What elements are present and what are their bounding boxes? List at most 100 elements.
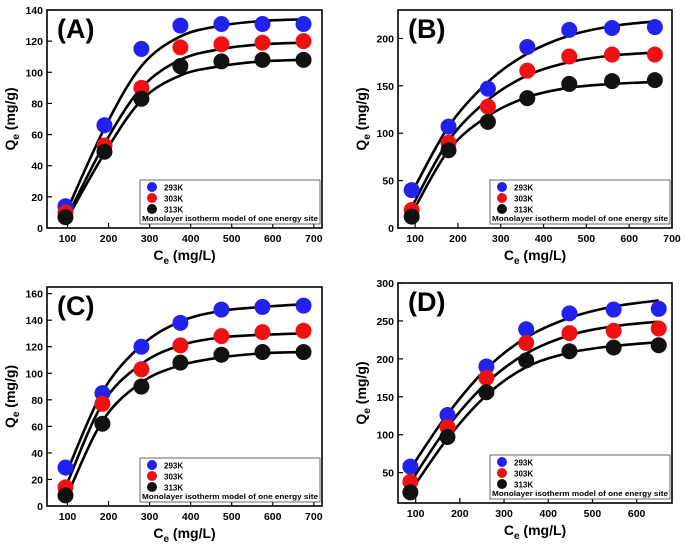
data-point-303K [254,34,271,51]
x-axis-label-unit: (mg/L) [169,525,216,541]
y-axis-label-sub: e [362,134,373,140]
data-point-313K [561,343,578,360]
x-tick-label: 500 [223,233,241,245]
x-tick-label: 200 [100,233,118,245]
data-point-293K [133,338,150,355]
data-point-303K [650,320,667,337]
data-point-303K [561,48,578,65]
y-tick-label: 140 [25,315,43,327]
y-tick-label: 140 [25,5,43,17]
y-tick-label: 20 [31,474,43,486]
legend-marker-293K [497,182,507,192]
legend-label-313K: 313K [514,206,533,215]
legend-marker-313K [147,482,157,492]
data-point-293K [295,16,312,33]
data-point-313K [57,487,74,504]
x-tick-label: 100 [59,511,77,523]
y-tick-label: 0 [37,501,43,513]
data-point-293K [254,16,271,33]
x-axis-label-unit: (mg/L) [169,247,216,263]
data-point-303K [518,334,535,351]
y-axis-label-unit: (mg/g) [353,87,369,134]
x-tick-label: 600 [620,233,638,245]
plot-frame [46,9,323,229]
data-point-293K [604,20,621,37]
x-tick-label: 100 [59,233,77,245]
legend-marker-313K [147,204,157,214]
data-point-293K [561,305,578,322]
x-tick-label: 200 [449,233,467,245]
x-tick-label: 600 [628,508,646,520]
x-axis-label: Ce (mg/L) [153,247,215,267]
y-axis-label: Qe (mg/g) [353,87,373,150]
y-tick-label: 100 [376,128,394,140]
data-point-313K [295,344,312,361]
y-axis-label: Qe (mg/g) [2,87,22,150]
x-axis-label-sub: e [514,256,520,267]
legend-label-293K: 293K [514,184,533,193]
x-tick-label: 100 [407,508,425,520]
legend-box [489,454,671,500]
y-tick-label: 150 [376,81,394,93]
x-tick-label: 400 [535,233,553,245]
data-point-303K [479,98,496,115]
data-point-303K [646,46,663,63]
data-point-313K [439,429,456,445]
legend-model-label: Monolayer isotherm model of one energy s… [492,214,668,223]
y-axis-label: Qe (mg/g) [353,361,373,424]
data-point-303K [295,33,312,50]
data-point-313K [57,209,74,226]
data-point-313K [519,90,536,107]
data-point-293K [402,458,419,475]
y-tick-label: 60 [31,421,43,433]
y-tick-label: 120 [25,342,43,354]
plot-frame [397,9,673,229]
y-tick-label: 80 [31,395,43,407]
y-axis-label-main: Q [353,140,369,151]
data-point-293K [518,321,535,338]
legend-model-label: Monolayer isotherm model of one energy s… [492,489,668,498]
data-point-303K [94,395,111,412]
data-point-293K [57,459,74,476]
x-tick-label: 500 [578,233,596,245]
legend-label-313K: 313K [164,206,183,215]
data-point-293K [295,297,312,314]
data-point-293K [605,301,622,318]
x-tick-label: 700 [663,233,681,245]
data-point-313K [172,58,189,75]
data-point-313K [650,337,667,354]
legend-box [139,179,321,225]
data-point-293K [213,301,230,318]
data-point-293K [254,298,271,315]
x-axis-label: Ce (mg/L) [504,247,566,267]
data-point-293K [96,117,113,134]
data-point-303K [133,361,150,378]
legend-marker-313K [497,204,507,214]
data-point-293K [479,80,496,97]
legend-label-313K: 313K [514,481,533,490]
legend-label-303K: 303K [164,195,183,204]
data-point-313K [402,484,419,501]
x-axis-label-main: C [153,247,163,263]
legend-label-303K: 303K [514,470,533,479]
x-tick-label: 300 [495,508,513,520]
y-tick-label: 50 [382,468,394,480]
x-axis-label-main: C [504,522,514,538]
legend-marker-303K [147,471,157,481]
x-axis-label-main: C [504,247,514,263]
y-tick-label: 50 [382,176,394,188]
y-tick-label: 300 [376,278,394,290]
y-tick-label: 100 [376,430,394,442]
panel-label: (C) [57,291,94,321]
data-point-313K [479,113,496,130]
legend-marker-303K [147,193,157,203]
data-point-293K [213,16,230,33]
data-point-303K [519,62,536,79]
x-tick-label: 400 [182,233,200,245]
data-point-313K [440,142,457,159]
x-axis-label-sub: e [514,531,520,542]
data-point-313K [254,344,271,361]
data-point-313K [133,90,150,107]
